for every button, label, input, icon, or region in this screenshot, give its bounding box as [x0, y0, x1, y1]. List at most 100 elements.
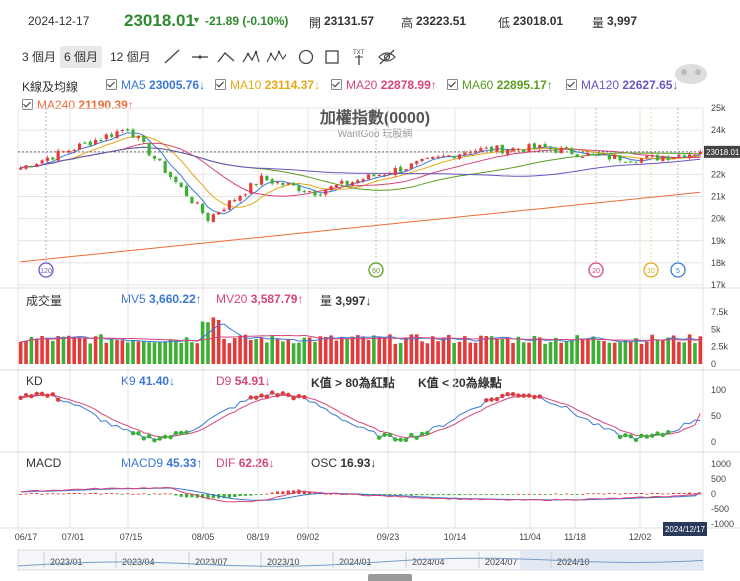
candle-body [399, 166, 403, 172]
kd-red-dot [264, 394, 270, 399]
circle-tool-icon[interactable] [296, 46, 316, 68]
kd-green-dot [387, 432, 393, 438]
multi-pattern-tool-icon[interactable] [266, 46, 286, 68]
volume-bar [83, 338, 87, 364]
volume-bar [404, 337, 408, 364]
osc-bar [559, 494, 563, 495]
osc-bar [618, 493, 622, 495]
volume-bar [345, 338, 349, 364]
osc-bar [40, 493, 44, 495]
volume-bar [618, 342, 622, 364]
hide-icon[interactable] [377, 46, 397, 68]
volume-bar [190, 342, 194, 364]
volume-bar [211, 317, 216, 364]
kd-red-dot [248, 395, 253, 400]
tab-6-months[interactable]: 6 個月 [60, 46, 103, 68]
candle-body [500, 144, 504, 154]
pattern-tool-icon[interactable] [241, 46, 261, 68]
kd-red-dot [29, 394, 34, 399]
macd-tick-label: -1000 [711, 519, 734, 529]
volume-bar [195, 343, 200, 364]
volume-bar [650, 334, 654, 364]
candle-body [350, 182, 355, 186]
osc-bar [516, 493, 520, 495]
candle-body [570, 148, 574, 155]
kd-red-dot [253, 395, 259, 400]
candle-body [361, 179, 365, 182]
candle-body [682, 155, 686, 158]
candle-body [388, 173, 392, 175]
date-tick-label: 12/02 [629, 532, 652, 542]
osc-bar [511, 494, 515, 495]
osc-bar [190, 494, 194, 498]
osc-bar [377, 494, 381, 495]
kd-note-green-text: K值 < 20為綠點 [418, 376, 502, 390]
candle-body [645, 156, 649, 158]
square-tool-icon[interactable] [322, 46, 342, 68]
volume-bar [532, 335, 537, 364]
macd-tick-label: 1000 [711, 459, 731, 469]
date-tick-label: 09/23 [377, 532, 400, 542]
osc-bar [324, 493, 328, 495]
candle-body [302, 191, 306, 193]
line-tool-icon[interactable] [162, 46, 182, 68]
ma5-legend[interactable]: MA5 23005.76↓ [106, 78, 205, 92]
candle-body [120, 130, 124, 132]
tab-3-months[interactable]: 3 個月 [22, 50, 57, 64]
volume-bar [109, 339, 114, 364]
ma240-checkbox[interactable] [22, 99, 33, 110]
chart-title: 加權指數(0000) [319, 108, 430, 127]
ma120-checkbox[interactable] [566, 79, 577, 90]
candle-body [356, 180, 360, 183]
ma20-checkbox[interactable] [331, 79, 342, 90]
tab-12-months[interactable]: 12 個月 [110, 50, 151, 64]
volume-bar [500, 338, 505, 364]
kd-green-dot [649, 433, 655, 438]
volume-bar [254, 339, 258, 364]
osc-legend: OSC 16.93↓ [311, 456, 376, 470]
ma60-checkbox[interactable] [447, 79, 458, 90]
osc-bar [286, 490, 290, 494]
osc-bar [629, 493, 633, 494]
kd-red-dot [18, 395, 23, 401]
osc-bar [24, 493, 28, 495]
ma60-legend[interactable]: MA60 22895.17↑ [447, 78, 553, 92]
ma5-checkbox[interactable] [106, 79, 117, 90]
candle-body [265, 175, 269, 181]
ma10-checkbox[interactable] [215, 79, 226, 90]
open-value: 23131.57 [324, 14, 375, 28]
volume-bar [227, 343, 232, 364]
kd-green-dot [409, 432, 414, 438]
osc-bar [163, 493, 167, 495]
ma20-legend[interactable]: MA20 22878.99↑ [331, 78, 437, 92]
mv20-line [20, 334, 701, 343]
kd-red-dot [280, 391, 286, 396]
volume-bar [323, 336, 328, 364]
ma120-legend[interactable]: MA120 22627.65↓ [566, 78, 678, 92]
ma10-legend[interactable]: MA10 23114.37↓ [215, 78, 320, 92]
candle-body [495, 145, 499, 152]
hline-tool-icon[interactable] [190, 46, 210, 68]
date-tick-label: 07/15 [120, 532, 143, 542]
osc-bar [666, 493, 670, 495]
volume-bar [484, 336, 489, 364]
volume-bar [356, 335, 360, 364]
osc-bar [602, 493, 606, 495]
wave-tool-icon[interactable] [216, 46, 236, 68]
vol-legend: 成交量 [26, 292, 62, 309]
volume-bar [607, 342, 612, 364]
osc-bar [211, 494, 215, 499]
osc-bar [452, 494, 456, 495]
candle-body [51, 157, 55, 160]
ma120-label: MA120 [581, 78, 620, 92]
scroll-handle[interactable] [368, 574, 412, 581]
osc-bar [302, 490, 306, 494]
osc-bar [158, 493, 162, 495]
kd-red-dot [526, 393, 532, 398]
wantgoo-logo: WantGoo 玩股網 [675, 64, 707, 84]
candle-body [490, 146, 494, 152]
kd-green-dot [179, 430, 184, 436]
osc-bar [484, 494, 488, 495]
text-tool-icon[interactable]: TXT [349, 46, 369, 68]
